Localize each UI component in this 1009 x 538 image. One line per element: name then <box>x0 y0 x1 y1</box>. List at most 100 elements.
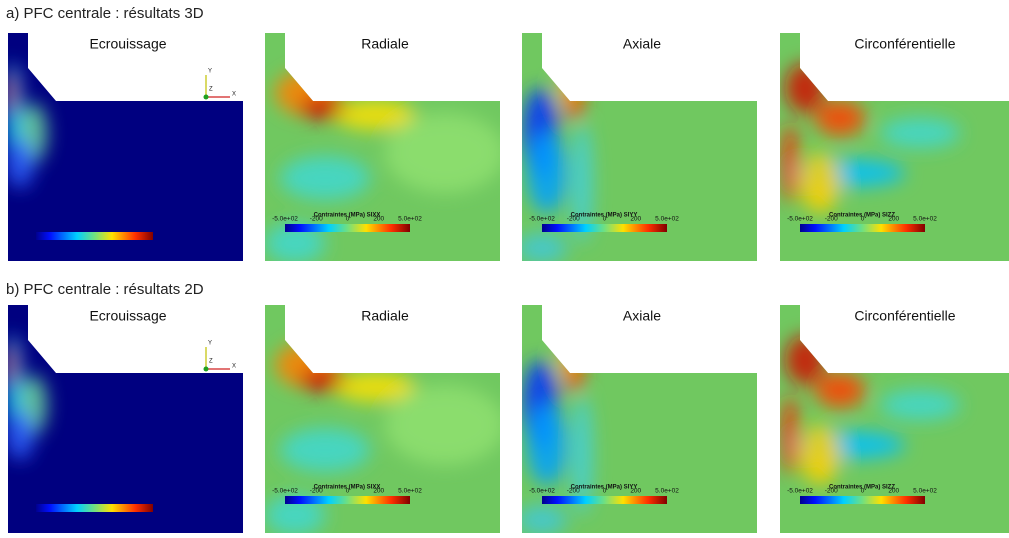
field <box>8 33 243 261</box>
colorbar-tick: -5.0e+02 <box>787 216 813 223</box>
blob <box>572 395 592 515</box>
blob <box>385 385 500 465</box>
colorbar-tick: 200 <box>630 488 641 495</box>
colorbar-tick: 0 <box>346 488 350 495</box>
blob <box>8 73 15 113</box>
blob <box>527 133 567 213</box>
colorbar-tick: -200 <box>825 488 838 495</box>
colorbar-tick: 5.0e+02 <box>398 488 422 495</box>
blob <box>880 390 960 420</box>
panel: Ecrouissage Y Z X <box>8 305 243 533</box>
colorbar-tick: -200 <box>825 216 838 223</box>
row-title: a) PFC centrale : résultats 3D <box>6 5 204 22</box>
colorbar-tick: -5.0e+02 <box>272 216 298 223</box>
field-blobs <box>8 335 47 460</box>
blob <box>800 153 840 213</box>
colorbar <box>800 224 925 232</box>
colorbar <box>36 504 153 512</box>
blob <box>800 425 840 485</box>
blob <box>8 410 34 460</box>
colorbar-tick: 5.0e+02 <box>913 488 937 495</box>
blob <box>522 505 567 533</box>
colorbar-tick: 0 <box>603 488 607 495</box>
colorbar-tick: 200 <box>373 216 384 223</box>
colorbar <box>285 224 410 232</box>
field-blobs <box>265 71 500 261</box>
colorbar-tick: -5.0e+02 <box>272 488 298 495</box>
blob <box>815 100 865 136</box>
panel-title: Circonférentielle <box>854 308 955 324</box>
panel-title: Ecrouissage <box>89 36 166 52</box>
colorbar-tick: 0 <box>861 488 865 495</box>
blob <box>527 405 567 485</box>
colorbar-title: Contraintes (MPa) SIXX <box>314 485 381 491</box>
blob <box>782 123 798 203</box>
field <box>8 305 243 533</box>
colorbar-tick: 5.0e+02 <box>655 216 679 223</box>
blob <box>815 372 865 408</box>
blob <box>572 123 592 243</box>
colorbar-tick: 0 <box>603 216 607 223</box>
triad-label: X <box>232 92 236 98</box>
triad-label: Z <box>209 359 213 365</box>
colorbar <box>36 232 153 240</box>
colorbar-tick: 0 <box>861 216 865 223</box>
panel-title: Ecrouissage <box>89 308 166 324</box>
blob <box>335 100 415 130</box>
panel: Ecrouissage Y Z X <box>8 33 243 261</box>
colorbar-tick: -200 <box>310 216 323 223</box>
colorbar-tick: -5.0e+02 <box>529 488 555 495</box>
colorbar-tick: 200 <box>373 488 384 495</box>
colorbar <box>800 496 925 504</box>
blob <box>785 335 825 385</box>
triad-label: X <box>232 364 236 370</box>
field-blobs <box>265 343 500 533</box>
colorbar <box>542 224 667 232</box>
field-blobs <box>522 70 592 261</box>
blob <box>385 113 500 193</box>
colorbar-tick: 200 <box>888 488 899 495</box>
colorbar-title: Contraintes (MPa) SIYY <box>571 213 638 219</box>
colorbar <box>542 496 667 504</box>
blob <box>558 70 574 106</box>
blob <box>280 428 370 472</box>
blob <box>880 118 960 148</box>
panel-title: Axiale <box>623 308 661 324</box>
blob <box>522 233 567 261</box>
panel: Radiale Contraintes (MPa) SIXX -5.0e+02 -20… <box>265 305 500 533</box>
panel: Axiale Contraintes (MPa) SIYY -5.0e+02 -200… <box>522 33 757 261</box>
blob <box>280 156 370 200</box>
field-blobs <box>782 335 960 485</box>
axis-triad: Y Z X <box>203 341 236 372</box>
colorbar-tick: 5.0e+02 <box>398 216 422 223</box>
panel: Radiale Contraintes (MPa) SIXX -5.0e+02 -20… <box>265 33 500 261</box>
blob <box>782 395 798 475</box>
colorbar-tick: 200 <box>630 216 641 223</box>
colorbar-tick: 0 <box>346 216 350 223</box>
colorbar-tick: -5.0e+02 <box>529 216 555 223</box>
axis-triad: Y Z X <box>203 69 236 100</box>
colorbar-tick: -200 <box>310 488 323 495</box>
colorbar-tick: 5.0e+02 <box>913 216 937 223</box>
colorbar <box>285 496 410 504</box>
blob <box>8 345 15 385</box>
triad-label: Y <box>208 69 212 75</box>
panel-title: Radiale <box>361 308 409 324</box>
triad-label: Y <box>208 341 212 347</box>
colorbar-tick: -200 <box>567 216 580 223</box>
colorbar-title: Contraintes (MPa) SIXX <box>314 213 381 219</box>
blob <box>265 495 325 533</box>
field-blobs <box>8 63 47 188</box>
colorbar-tick: 5.0e+02 <box>655 488 679 495</box>
blob <box>558 342 574 378</box>
colorbar-tick: -5.0e+02 <box>787 488 813 495</box>
colorbar-title: Contraintes (MPa) SIZZ <box>829 213 895 219</box>
blob <box>8 138 34 188</box>
triad-z <box>203 366 209 372</box>
panel: Axiale Contraintes (MPa) SIYY -5.0e+02 -200… <box>522 305 757 533</box>
blob <box>785 63 825 113</box>
triad-z <box>203 94 209 100</box>
row-title: b) PFC centrale : résultats 2D <box>6 281 204 298</box>
